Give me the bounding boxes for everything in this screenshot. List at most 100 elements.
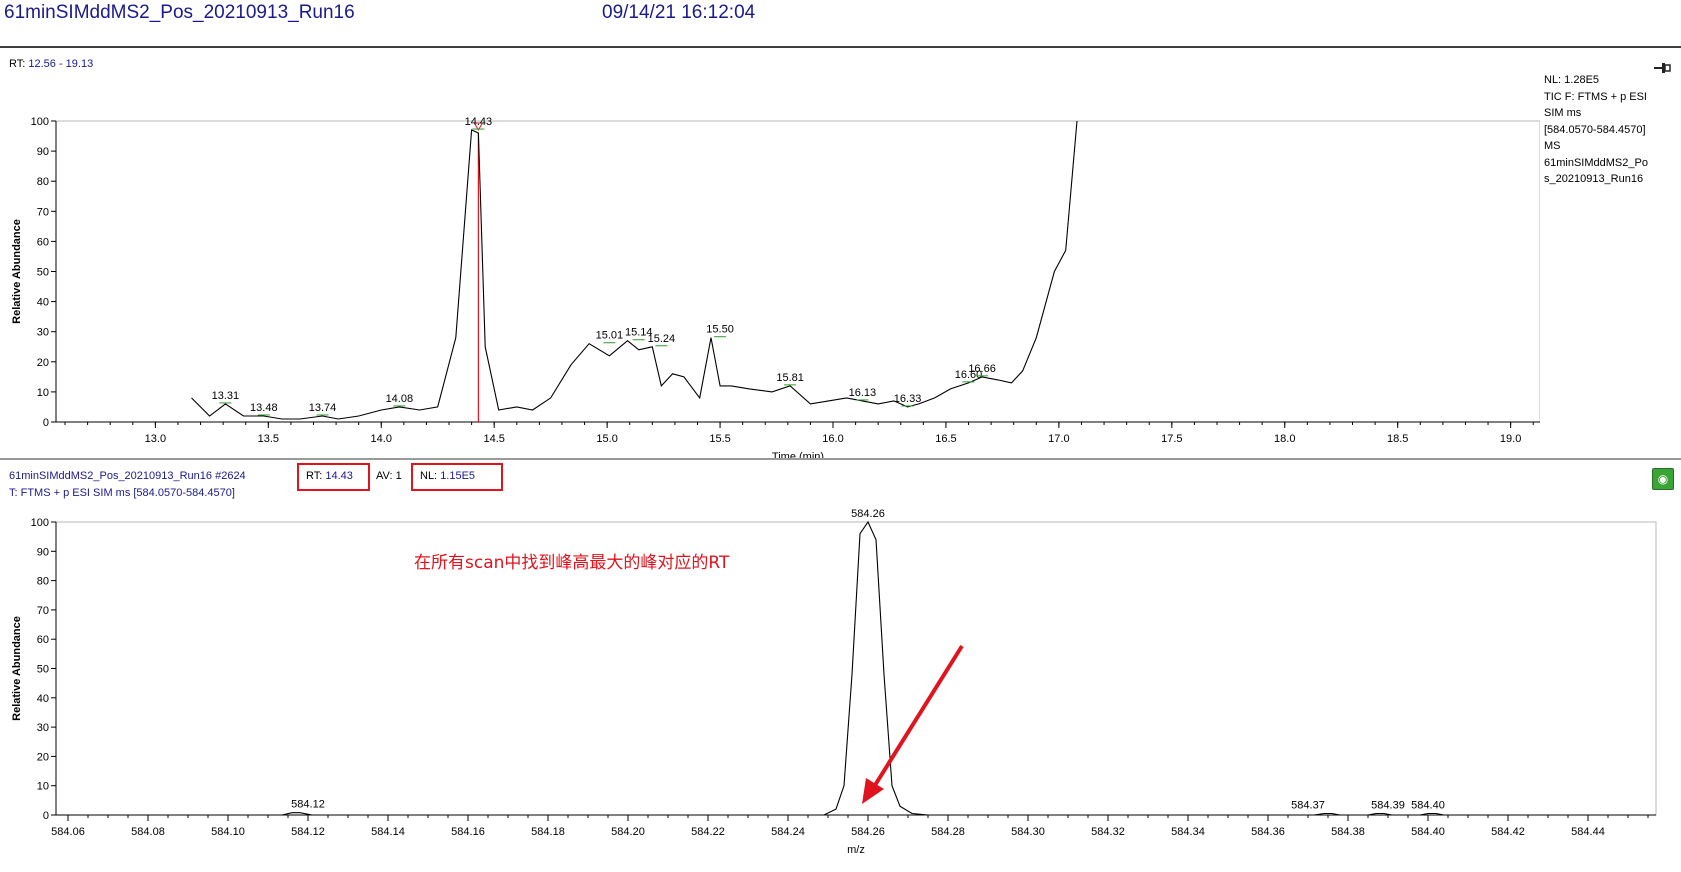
window-title-bar: 61minSIMddMS2_Pos_20210913_Run16 09/14/2… [0,0,1681,48]
x-axis-label: Time (min) [772,451,824,458]
x-tick-label: 13.0 [145,433,166,445]
x-tick-label: 15.5 [709,433,730,445]
peak-label: 584.26 [851,508,885,520]
x-tick-label: 584.32 [1091,826,1125,838]
scan-header-text: 61minSIMddMS2_Pos_20210913_Run16 #2624 [9,470,246,482]
peak-label: 15.81 [776,372,804,384]
y-tick-label: 90 [37,546,49,558]
x-tick-label: 584.24 [771,826,805,838]
info-line: 61minSIMddMS2_Po [1544,156,1648,169]
peak-label: 13.74 [309,402,337,414]
pin-icon[interactable] [1652,58,1672,78]
x-tick-label: 14.0 [371,433,392,445]
rt-label: RT: [9,58,26,70]
x-tick-label: 584.28 [931,826,965,838]
av-field: AV: 1 [376,470,402,482]
y-tick-label: 10 [37,781,49,793]
rt-field: RT: 14.43 [306,470,353,482]
x-tick-label: 584.42 [1491,826,1525,838]
peak-label: 14.43 [465,116,493,128]
nl-highlight-box [411,463,503,491]
x-tick-label: 584.18 [531,826,565,838]
nl-label: NL: [420,470,438,482]
x-tick-label: 584.22 [691,826,725,838]
series-line [191,120,1078,420]
y-tick-label: 20 [37,751,49,763]
x-tick-label: 584.10 [211,826,245,838]
rt-value: 14.43 [325,470,353,482]
peak-label: 15.01 [596,330,624,342]
chromatogram-panel[interactable]: RT: 12.56 - 19.13 NL: 1.28E5 TIC F: FTMS… [0,50,1681,460]
x-tick-label: 584.14 [371,826,405,838]
plot-frame [55,120,1540,423]
info-line: NL: 1.28E5 [1544,74,1600,86]
x-tick-label: 15.0 [596,433,617,445]
info-line: [584.0570-584.4570] [1544,123,1646,136]
peak-label: 16.33 [894,393,922,405]
rt-range-value: 12.56 - 19.13 [28,58,94,70]
y-tick-label: 30 [37,327,49,339]
y-tick-label: 70 [37,605,49,617]
rt-range-header: RT: 12.56 - 19.13 [9,58,93,70]
y-tick-label: 30 [37,722,49,734]
x-tick-label: 19.0 [1500,433,1521,445]
x-tick-label: 17.5 [1161,433,1182,445]
peak-label: 13.48 [250,402,278,414]
y-tick-label: 100 [31,116,49,128]
x-tick-label: 584.12 [291,826,325,838]
x-tick-label: 16.0 [822,433,843,445]
y-tick-label: 40 [37,693,49,705]
scan-filter: T: FTMS + p ESI SIM ms [584.0570-584.457… [9,487,235,499]
info-line: SIM ms [1544,107,1582,119]
peak-label: 584.37 [1291,800,1325,812]
peak-label: 15.14 [625,327,653,339]
peak-label: 16.66 [968,363,996,375]
info-line: MS [1544,140,1561,152]
chromatogram-info: NL: 1.28E5 TIC F: FTMS + p ESI SIM ms [5… [1544,72,1680,188]
x-tick-label: 584.30 [1011,826,1045,838]
file-title: 61minSIMddMS2_Pos_20210913_Run16 [4,2,355,23]
spectrum-chart[interactable]: 0 10 20 30 40 50 60 70 80 90 100 584.06 584.08 584.10… [0,502,1660,872]
x-tick-label: 584.38 [1331,826,1365,838]
y-tick-label: 10 [37,387,49,399]
x-tick-label: 584.26 [851,826,885,838]
x-tick-label: 18.0 [1274,433,1295,445]
y-tick-label: 0 [43,417,49,429]
y-tick-label: 60 [37,634,49,646]
peak-label: 584.39 [1371,800,1405,812]
rt-marker-triangle [473,122,484,132]
y-tick-label: 0 [43,810,49,822]
x-tick-label: 584.08 [131,826,165,838]
scan-filter-text: T: FTMS + p ESI SIM ms [584.0570-584.457… [9,487,235,499]
y-tick-label: 70 [37,206,49,218]
info-line: s_20210913_Run16 [1544,173,1644,185]
peak-label: 15.24 [648,333,676,345]
x-tick-label: 584.40 [1411,826,1445,838]
av-value: 1 [395,470,402,482]
y-tick-label: 80 [37,176,49,188]
peak-label: 16.13 [849,387,877,399]
peak-label: 584.40 [1411,800,1445,812]
x-tick-label: 17.0 [1048,433,1069,445]
y-tick-label: 40 [37,297,49,309]
peak-label: 16.60 [955,369,983,381]
nl-value: 1.15E5 [440,470,476,482]
x-axis-label: m/z [847,844,865,856]
y-tick-label: 90 [37,146,49,158]
y-tick-label: 100 [31,517,49,529]
rt-highlight-box [297,463,370,491]
x-tick-label: 584.20 [611,826,645,838]
y-tick-label: 60 [37,236,49,248]
nl-field: NL: 1.15E5 [420,470,475,482]
x-tick-label: 14.5 [483,433,504,445]
acquisition-datetime: 09/14/21 16:12:04 [602,2,756,23]
x-tick-label: 584.16 [451,826,485,838]
pin-icon-glyph [1654,63,1671,73]
spectrum-panel[interactable]: 61minSIMddMS2_Pos_20210913_Run16 #2624 R… [0,462,1681,872]
chromatogram-chart[interactable]: 0 10 20 30 40 50 60 70 80 90 100 13.0 13.5 14.0 14.5 15… [0,70,1540,458]
peak-label: 15.50 [706,324,734,336]
y-axis-label: Relative Abundance [11,616,23,721]
legend-toggle-icon[interactable]: ◉ [1652,468,1674,490]
peak-label: 584.12 [291,799,325,811]
